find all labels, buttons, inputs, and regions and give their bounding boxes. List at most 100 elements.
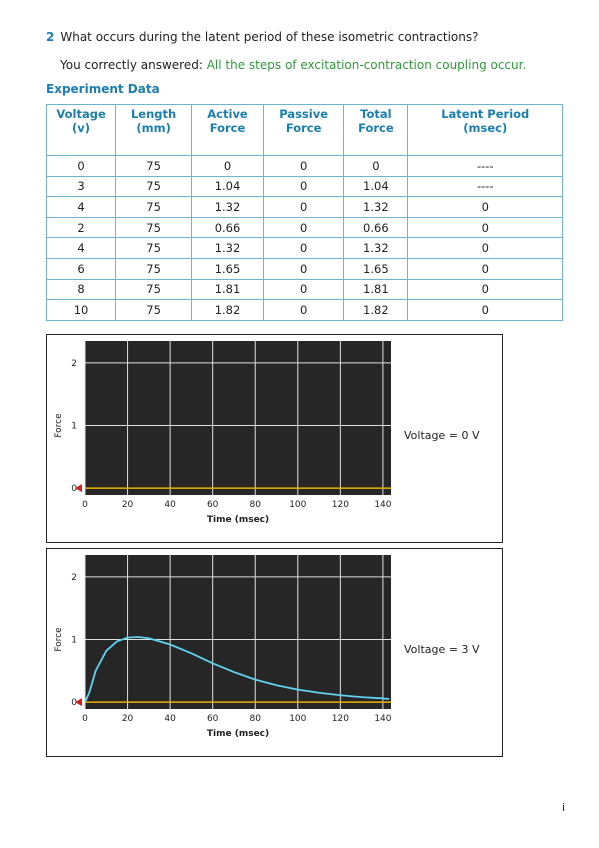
table-cell: 75 <box>115 257 193 280</box>
table-cell: 0 <box>262 216 345 239</box>
table-cell: 1.04 <box>191 175 264 198</box>
page-number: i <box>562 801 566 814</box>
table-cell: ---- <box>407 175 563 198</box>
x-tick-label: 40 <box>164 500 176 510</box>
column-header: Active Force <box>191 104 264 156</box>
table-cell: 3 <box>45 175 117 198</box>
answer: You correctly answered: All the steps of… <box>60 58 526 72</box>
table-cell: 0 <box>407 278 563 301</box>
question-number: 2 <box>46 30 55 44</box>
table-cell: 1.32 <box>191 237 264 259</box>
table-title: Experiment Data <box>46 82 160 96</box>
table-cell: 1.32 <box>343 237 409 259</box>
plot-area <box>85 555 391 709</box>
table-cell: 1.65 <box>191 257 264 280</box>
column-header: Total Force <box>343 104 409 156</box>
table-cell: 75 <box>115 196 193 218</box>
table-row: 8 75 1.81 0 1.81 0 <box>45 278 563 301</box>
y-tick-label: 2 <box>71 359 77 369</box>
table-row: 10 75 1.82 0 1.82 0 <box>45 299 563 321</box>
x-tick-label: 80 <box>250 500 262 510</box>
table-cell: 0 <box>191 155 264 177</box>
graph: 0 20 40 60 80 100 120 140 0 1 2 Time (msec) Force Vol… <box>54 341 480 525</box>
table-cell: 1.04 <box>343 175 409 198</box>
table-row: 4 75 1.32 0 1.32 0 <box>45 196 563 218</box>
plot-area <box>85 341 391 495</box>
table-cell: 0 <box>45 155 117 177</box>
table-cell: 0.66 <box>191 216 264 239</box>
y-tick-label: 1 <box>71 636 77 646</box>
data-table: Voltage (v) Length (mm) Active Force Passiv… <box>45 104 563 321</box>
answer-label: You correctly answered: <box>60 58 203 72</box>
table-cell: 0 <box>262 155 345 177</box>
x-tick-label: 60 <box>207 500 219 510</box>
x-tick-label: 0 <box>82 500 88 510</box>
graph-panel: 0 20 40 60 80 100 120 140 0 1 2 Time (msec) Force Vol… <box>46 334 503 543</box>
x-tick-label: 20 <box>122 714 134 724</box>
y-axis-label: Force <box>54 627 64 652</box>
baseline-marker <box>75 698 82 707</box>
table-cell: 0 <box>262 175 345 198</box>
table-row: 6 75 1.65 0 1.65 0 <box>45 257 563 280</box>
table-cell: 1.32 <box>343 196 409 218</box>
table-cell: 1.81 <box>343 278 409 301</box>
table-cell: 8 <box>45 278 117 301</box>
table-cell: 0 <box>262 299 345 321</box>
table-cell: 2 <box>45 216 117 239</box>
table-cell: 75 <box>115 237 193 259</box>
x-tick-label: 60 <box>207 714 219 724</box>
table-cell: 0 <box>262 278 345 301</box>
question: 2 What occurs during the latent period of… <box>46 30 478 44</box>
table-row: 0 75 0 0 0 ---- <box>45 155 563 177</box>
table-row: 4 75 1.32 0 1.32 0 <box>45 237 563 259</box>
table-cell: 0 <box>407 196 563 218</box>
column-header: Length (mm) <box>115 104 193 156</box>
table-cell: 0.66 <box>343 216 409 239</box>
y-tick-label: 0 <box>71 484 77 494</box>
force-curve <box>84 636 390 703</box>
table-cell: 10 <box>45 299 117 321</box>
table-cell: 4 <box>45 196 117 218</box>
baseline-marker <box>75 484 82 493</box>
table-cell: 1.82 <box>191 299 264 321</box>
table-cell: ---- <box>407 155 563 177</box>
column-header: Voltage (v) <box>45 104 117 156</box>
table-cell: 0 <box>262 237 345 259</box>
y-axis-label: Force <box>54 413 64 438</box>
graph-panel: 0 20 40 60 80 100 120 140 0 1 2 Time (msec) Force Vol… <box>46 548 503 757</box>
x-tick-label: 140 <box>374 500 391 510</box>
x-tick-label: 100 <box>289 500 306 510</box>
table-cell: 0 <box>407 216 563 239</box>
x-tick-label: 120 <box>332 714 349 724</box>
x-axis-label: Time (msec) <box>207 515 269 525</box>
x-tick-label: 0 <box>82 714 88 724</box>
table-cell: 75 <box>115 155 193 177</box>
table-cell: 75 <box>115 278 193 301</box>
y-tick-label: 1 <box>71 422 77 432</box>
table-cell: 0 <box>262 257 345 280</box>
x-tick-label: 140 <box>374 714 391 724</box>
table-cell: 1.32 <box>191 196 264 218</box>
annotation: Voltage = 3 V <box>404 643 480 656</box>
table-cell: 0 <box>407 299 563 321</box>
y-tick-label: 0 <box>71 698 77 708</box>
answer-text: All the steps of excitation-contraction … <box>206 58 527 72</box>
column-header: Latent Period (msec) <box>407 104 563 156</box>
table-cell: 0 <box>407 257 563 280</box>
question-text: What occurs during the latent period of … <box>60 30 479 44</box>
x-tick-label: 20 <box>122 500 134 510</box>
y-tick-label: 2 <box>71 573 77 583</box>
table-cell: 1.65 <box>343 257 409 280</box>
table-cell: 75 <box>115 299 193 321</box>
table-cell: 4 <box>45 237 117 259</box>
table-cell: 75 <box>115 216 193 239</box>
table-cell: 75 <box>115 175 193 198</box>
table-cell: 0 <box>407 237 563 259</box>
x-axis-label: Time (msec) <box>207 729 269 739</box>
table-cell: 0 <box>262 196 345 218</box>
table-cell: 1.82 <box>343 299 409 321</box>
annotation: Voltage = 0 V <box>404 429 480 442</box>
x-tick-label: 80 <box>250 714 262 724</box>
x-tick-label: 120 <box>332 500 349 510</box>
